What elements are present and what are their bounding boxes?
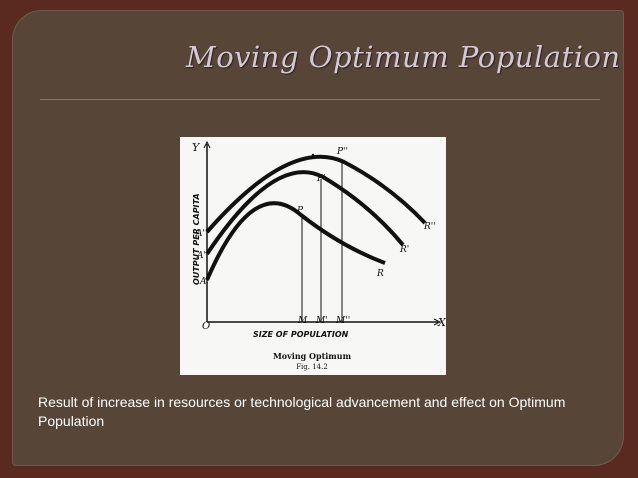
label-m1: M' [315, 316, 328, 326]
moving-optimum-figure: Y X O OUTPUT PER CAPITA A A' A'' P P' P'… [180, 137, 446, 375]
figure-number: Fig. 14.2 [296, 363, 328, 371]
label-a1: A' [196, 251, 206, 261]
origin-letter: O [202, 321, 210, 332]
y-arrow [203, 140, 211, 149]
slide-caption: Result of increase in resources or techn… [38, 394, 566, 429]
label-a2: A'' [195, 229, 207, 239]
label-m: M [297, 316, 308, 326]
title-divider [40, 99, 600, 100]
label-m2: M'' [335, 316, 350, 326]
y-axis-label: OUTPUT PER CAPITA [192, 193, 201, 285]
x-axis-label: SIZE OF POPULATION [253, 330, 349, 339]
label-r2: R'' [423, 222, 436, 232]
slide-title: Moving Optimum Population [186, 40, 621, 74]
curve-a1-p1-r1 [205, 170, 405, 256]
x-arrow [433, 318, 442, 326]
label-r: R [376, 269, 384, 279]
moving-optimum-diagram: Y X O OUTPUT PER CAPITA A A' A'' P P' P'… [192, 140, 446, 371]
curve-a2-p2-r2 [205, 154, 427, 234]
stray-dot [311, 153, 315, 157]
y-axis-letter: Y [192, 141, 201, 154]
x-axis-letter: X [437, 316, 446, 329]
label-p1: P' [316, 174, 326, 184]
figure-title: Moving Optimum [273, 351, 352, 361]
label-p: P [296, 206, 304, 216]
curve-ap-r [205, 201, 386, 281]
label-a: A [199, 277, 207, 287]
label-p2: P'' [336, 147, 348, 157]
label-r1: R' [399, 245, 409, 255]
